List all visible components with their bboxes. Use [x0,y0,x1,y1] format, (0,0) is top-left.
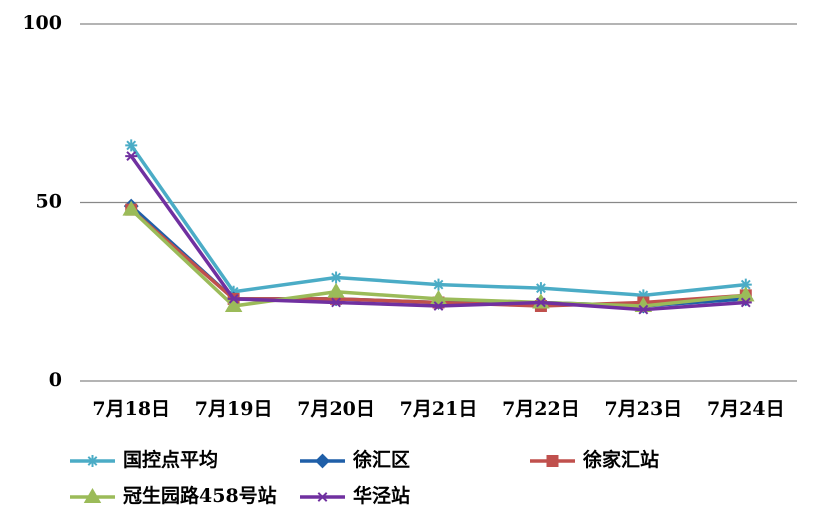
point [125,151,138,161]
point [429,289,448,305]
point [637,289,650,302]
legend-label: 国控点平均 [123,448,218,471]
point [637,304,650,315]
point [224,297,243,313]
x-tick-label: 7月18日 [92,398,170,420]
legend-label: 徐家汇站 [582,448,659,471]
legend-label: 徐汇区 [352,448,410,471]
x-tick-label: 7月24日 [707,398,785,420]
point [327,282,345,298]
legend-marker [86,455,99,467]
legend-label: 冠生园路458号站 [123,484,277,507]
x-tick-label: 7月21日 [400,398,478,420]
y-tick-label: 0 [49,369,62,391]
point [739,278,752,291]
point [125,139,138,152]
point [330,297,343,308]
point [534,282,547,295]
point [432,278,445,291]
x-tick-label: 7月20日 [297,398,375,420]
x-tick-label: 7月22日 [502,398,580,420]
legend-marker [315,453,330,469]
series-line [129,144,746,298]
point [534,297,547,308]
legend-marker [546,455,559,467]
point [122,200,140,216]
legend-label: 华泾站 [353,484,410,507]
point [737,286,755,302]
x-tick-label: 7月19日 [195,398,273,420]
legend-marker [83,488,102,503]
y-tick-label: 50 [36,191,62,213]
point [227,293,240,304]
legend-marker [316,492,329,502]
x-tick-label: 7月23日 [605,398,683,420]
y-tick-label: 100 [22,12,62,34]
point [330,271,343,284]
point [432,301,445,311]
point [739,297,752,308]
